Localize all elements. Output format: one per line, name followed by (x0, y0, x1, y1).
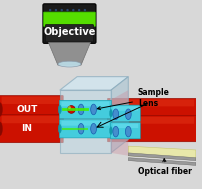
FancyBboxPatch shape (107, 116, 195, 142)
Ellipse shape (0, 122, 2, 136)
Polygon shape (110, 77, 128, 153)
Ellipse shape (66, 9, 68, 11)
FancyBboxPatch shape (59, 120, 111, 138)
Ellipse shape (58, 105, 61, 114)
FancyBboxPatch shape (110, 105, 140, 122)
Ellipse shape (83, 9, 86, 11)
FancyBboxPatch shape (110, 122, 140, 139)
Text: Objective: Objective (43, 27, 95, 37)
FancyBboxPatch shape (109, 100, 193, 106)
Ellipse shape (125, 126, 130, 137)
Ellipse shape (49, 9, 51, 11)
Polygon shape (110, 90, 128, 156)
Ellipse shape (78, 104, 83, 115)
Ellipse shape (58, 61, 81, 67)
Ellipse shape (60, 9, 63, 11)
Ellipse shape (109, 127, 112, 135)
Ellipse shape (90, 104, 96, 115)
Ellipse shape (109, 109, 112, 117)
Ellipse shape (0, 103, 2, 116)
Text: OUT: OUT (16, 105, 38, 114)
Ellipse shape (68, 106, 70, 109)
FancyBboxPatch shape (112, 124, 138, 128)
Ellipse shape (105, 122, 110, 135)
Text: Optical fiber: Optical fiber (137, 159, 191, 176)
Ellipse shape (58, 124, 61, 133)
Polygon shape (48, 42, 90, 65)
FancyBboxPatch shape (43, 12, 95, 26)
Ellipse shape (78, 9, 80, 11)
Ellipse shape (112, 109, 118, 120)
Ellipse shape (125, 109, 130, 120)
FancyBboxPatch shape (0, 95, 63, 123)
Polygon shape (60, 90, 110, 153)
Polygon shape (0, 108, 60, 117)
Ellipse shape (105, 105, 110, 118)
FancyBboxPatch shape (107, 98, 195, 124)
Polygon shape (60, 77, 128, 90)
FancyBboxPatch shape (61, 101, 109, 106)
FancyBboxPatch shape (2, 116, 61, 123)
FancyBboxPatch shape (2, 97, 61, 104)
FancyBboxPatch shape (43, 4, 96, 43)
FancyBboxPatch shape (109, 117, 193, 124)
Ellipse shape (67, 106, 75, 113)
Polygon shape (128, 158, 195, 165)
FancyBboxPatch shape (0, 115, 63, 143)
Ellipse shape (72, 9, 74, 11)
Ellipse shape (112, 126, 118, 137)
FancyBboxPatch shape (61, 121, 109, 126)
Text: IN: IN (21, 124, 32, 133)
Ellipse shape (90, 123, 96, 134)
FancyBboxPatch shape (45, 25, 93, 42)
Ellipse shape (78, 123, 83, 134)
Polygon shape (0, 97, 60, 111)
Polygon shape (128, 153, 195, 161)
Text: Sample
Lens: Sample Lens (97, 88, 169, 110)
FancyBboxPatch shape (112, 106, 138, 111)
Polygon shape (128, 146, 195, 160)
Ellipse shape (55, 9, 57, 11)
FancyBboxPatch shape (59, 100, 111, 119)
